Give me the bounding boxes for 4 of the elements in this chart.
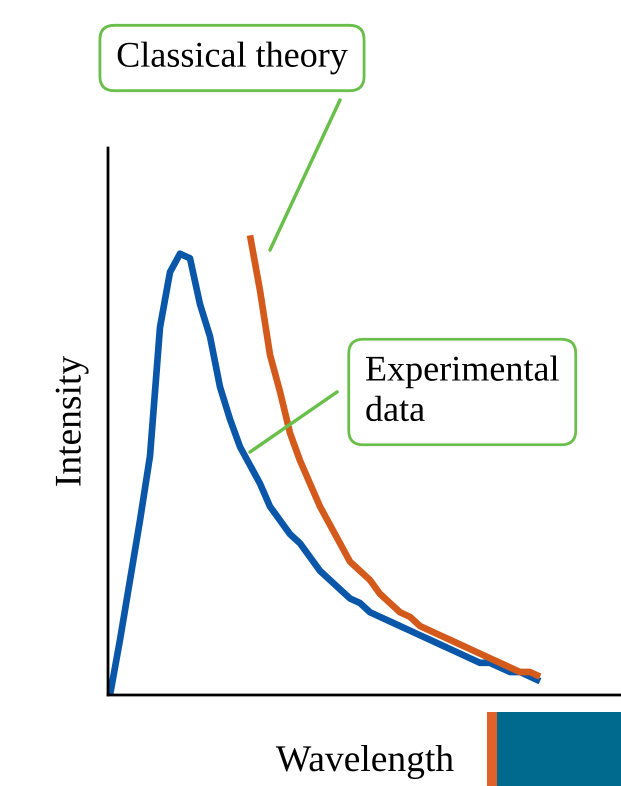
y-axis-title: Intensity (56, 356, 89, 486)
annotation: Experimental data (366, 355, 559, 422)
text: Classical theory (118, 42, 348, 74)
x-axis-title: Wavelength (276, 744, 454, 780)
